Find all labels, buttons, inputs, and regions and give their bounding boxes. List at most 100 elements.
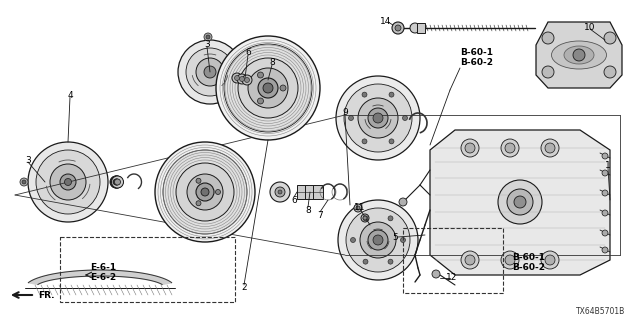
Text: 6: 6	[245, 47, 251, 57]
Circle shape	[244, 77, 250, 83]
Circle shape	[257, 98, 264, 104]
Circle shape	[113, 179, 119, 185]
Circle shape	[399, 198, 407, 206]
Circle shape	[263, 83, 273, 93]
Circle shape	[196, 183, 214, 201]
Circle shape	[278, 190, 282, 194]
Text: 1: 1	[605, 161, 611, 170]
Circle shape	[216, 189, 221, 195]
Circle shape	[204, 66, 216, 78]
Ellipse shape	[552, 41, 607, 69]
Circle shape	[113, 179, 120, 185]
Circle shape	[115, 179, 120, 185]
Circle shape	[238, 58, 298, 118]
Text: 3: 3	[25, 156, 31, 164]
Bar	[297, 185, 307, 199]
Circle shape	[363, 259, 368, 264]
Circle shape	[401, 237, 406, 243]
Circle shape	[395, 25, 401, 31]
Circle shape	[505, 255, 515, 265]
Circle shape	[505, 143, 515, 153]
Circle shape	[362, 92, 367, 97]
Bar	[313, 185, 323, 199]
Circle shape	[389, 92, 394, 97]
Circle shape	[336, 76, 420, 160]
Circle shape	[501, 139, 519, 157]
Circle shape	[545, 255, 555, 265]
Circle shape	[602, 230, 608, 236]
Circle shape	[196, 201, 201, 206]
Circle shape	[224, 44, 312, 132]
Circle shape	[237, 74, 247, 84]
Circle shape	[541, 251, 559, 269]
Text: 4: 4	[67, 91, 73, 100]
Circle shape	[216, 36, 320, 140]
Circle shape	[186, 48, 234, 96]
Bar	[60, 237, 235, 302]
Circle shape	[204, 33, 212, 41]
Circle shape	[28, 142, 108, 222]
Circle shape	[392, 22, 404, 34]
Circle shape	[163, 150, 247, 234]
Circle shape	[234, 76, 239, 81]
Circle shape	[196, 178, 201, 183]
Text: 3: 3	[204, 39, 210, 49]
Circle shape	[368, 230, 388, 250]
Circle shape	[22, 180, 26, 184]
Circle shape	[280, 85, 286, 91]
Circle shape	[232, 73, 242, 83]
Circle shape	[196, 58, 224, 86]
Circle shape	[465, 143, 475, 153]
Text: B-60-1: B-60-1	[512, 253, 545, 262]
Bar	[305, 185, 315, 199]
Circle shape	[410, 23, 420, 33]
Circle shape	[403, 116, 408, 121]
Circle shape	[176, 163, 234, 221]
Text: E-6-2: E-6-2	[90, 274, 116, 283]
Circle shape	[498, 180, 542, 224]
Circle shape	[360, 222, 396, 258]
Circle shape	[542, 32, 554, 44]
Bar	[403, 228, 503, 293]
Circle shape	[388, 259, 393, 264]
Circle shape	[388, 216, 393, 221]
Text: B-60-2: B-60-2	[512, 263, 545, 273]
Circle shape	[178, 40, 242, 104]
Text: FR.: FR.	[38, 291, 54, 300]
Circle shape	[111, 176, 122, 188]
Circle shape	[36, 150, 100, 214]
Text: B-60-2: B-60-2	[460, 58, 493, 67]
Circle shape	[110, 176, 122, 188]
Circle shape	[602, 247, 608, 253]
Circle shape	[201, 188, 209, 196]
Circle shape	[111, 176, 123, 188]
Circle shape	[362, 139, 367, 144]
Circle shape	[358, 98, 398, 138]
Circle shape	[602, 210, 608, 216]
Circle shape	[507, 189, 533, 215]
Circle shape	[50, 164, 86, 200]
Circle shape	[373, 235, 383, 245]
Circle shape	[604, 32, 616, 44]
Circle shape	[465, 255, 475, 265]
Text: 11: 11	[355, 203, 365, 212]
Circle shape	[602, 153, 608, 159]
Circle shape	[242, 75, 252, 85]
Text: 2: 2	[241, 284, 247, 292]
Text: B-60-1: B-60-1	[460, 47, 493, 57]
Circle shape	[346, 208, 410, 272]
Circle shape	[349, 116, 353, 121]
Circle shape	[239, 76, 244, 82]
Text: E-6-1: E-6-1	[90, 263, 116, 273]
Circle shape	[368, 108, 388, 128]
Circle shape	[155, 142, 255, 242]
Polygon shape	[28, 270, 172, 284]
Circle shape	[248, 68, 288, 108]
Circle shape	[361, 214, 369, 222]
Circle shape	[501, 251, 519, 269]
Circle shape	[542, 66, 554, 78]
Circle shape	[363, 216, 368, 221]
Circle shape	[602, 170, 608, 176]
Circle shape	[270, 182, 290, 202]
Text: 5: 5	[392, 233, 398, 242]
